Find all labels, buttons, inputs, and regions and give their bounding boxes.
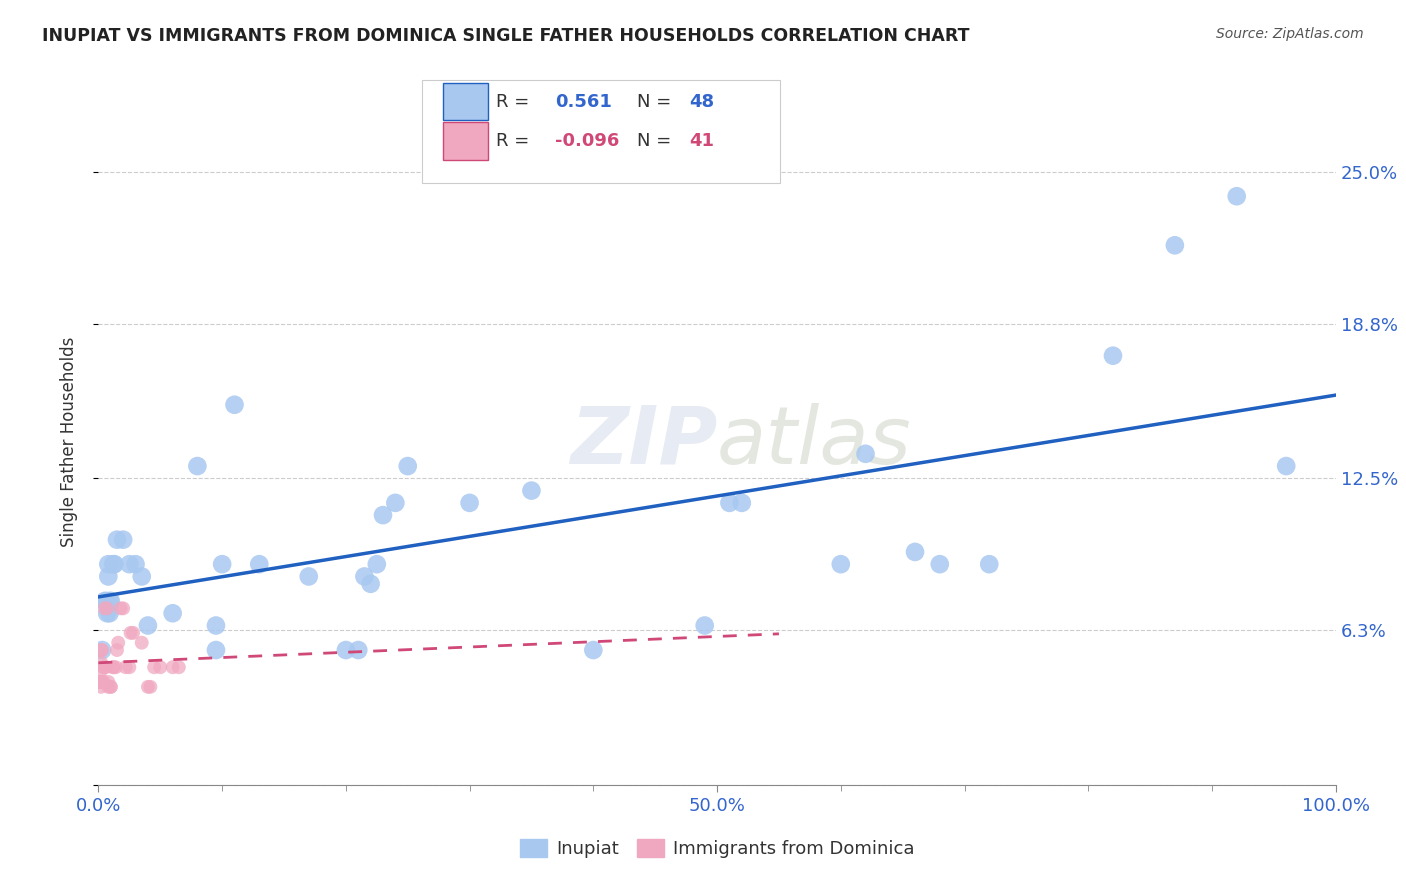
Text: N =: N =	[637, 93, 671, 111]
Point	[98, 594, 121, 608]
Point	[928, 557, 950, 572]
Point	[520, 483, 543, 498]
Point	[347, 643, 370, 657]
Point	[458, 496, 481, 510]
Point	[97, 680, 120, 694]
Point	[94, 594, 117, 608]
Text: 48: 48	[689, 93, 714, 111]
Point	[162, 607, 184, 621]
Point	[89, 674, 111, 689]
Point	[100, 680, 122, 694]
Text: INUPIAT VS IMMIGRANTS FROM DOMINICA SINGLE FATHER HOUSEHOLDS CORRELATION CHART: INUPIAT VS IMMIGRANTS FROM DOMINICA SING…	[42, 27, 970, 45]
Point	[91, 643, 114, 657]
Point	[103, 660, 125, 674]
Point	[89, 667, 111, 681]
Point	[105, 533, 128, 547]
Text: R =: R =	[496, 93, 530, 111]
Text: 41: 41	[689, 132, 714, 150]
Point	[979, 557, 1001, 572]
Point	[360, 576, 382, 591]
Point	[104, 660, 127, 674]
Point	[120, 626, 142, 640]
Point	[855, 447, 877, 461]
Point	[93, 601, 115, 615]
Point	[90, 680, 112, 694]
Point	[122, 626, 145, 640]
Point	[93, 660, 115, 674]
Point	[131, 635, 153, 649]
Point	[335, 643, 357, 657]
Text: Source: ZipAtlas.com: Source: ZipAtlas.com	[1216, 27, 1364, 41]
Point	[162, 660, 184, 674]
Point	[353, 569, 375, 583]
Point	[1226, 189, 1249, 203]
Point	[97, 569, 120, 583]
Point	[211, 557, 233, 572]
Point	[96, 601, 118, 615]
Text: atlas: atlas	[717, 402, 912, 481]
Point	[110, 601, 132, 615]
Point	[90, 643, 112, 657]
Point	[90, 674, 112, 689]
Point	[830, 557, 852, 572]
Point	[94, 660, 117, 674]
Point	[205, 643, 228, 657]
Point	[118, 660, 141, 674]
Point	[205, 618, 228, 632]
Point	[90, 655, 112, 669]
Point	[97, 674, 120, 689]
Point	[93, 660, 115, 674]
Point	[93, 594, 115, 608]
Point	[105, 643, 128, 657]
Point	[91, 674, 114, 689]
Point	[371, 508, 394, 523]
Point	[96, 607, 118, 621]
Point	[731, 496, 754, 510]
Point	[143, 660, 166, 674]
Point	[298, 569, 321, 583]
Text: -0.096: -0.096	[555, 132, 620, 150]
Point	[91, 643, 114, 657]
Point	[93, 674, 115, 689]
Point	[384, 496, 406, 510]
Point	[1275, 459, 1298, 474]
Point	[100, 594, 122, 608]
Point	[224, 398, 246, 412]
Point	[100, 680, 122, 694]
Point	[114, 660, 136, 674]
Point	[693, 618, 716, 632]
Point	[89, 674, 111, 689]
Point	[118, 557, 141, 572]
Point	[103, 557, 125, 572]
Point	[167, 660, 190, 674]
Text: R =: R =	[496, 132, 530, 150]
Point	[149, 660, 172, 674]
Point	[131, 569, 153, 583]
Text: 0.561: 0.561	[555, 93, 612, 111]
Text: ZIP: ZIP	[569, 402, 717, 481]
Legend: Inupiat, Immigrants from Dominica: Inupiat, Immigrants from Dominica	[513, 831, 921, 865]
Y-axis label: Single Father Households: Single Father Households	[59, 336, 77, 547]
Point	[139, 680, 162, 694]
Point	[136, 680, 159, 694]
Point	[396, 459, 419, 474]
Point	[718, 496, 741, 510]
Point	[103, 557, 125, 572]
Point	[103, 660, 125, 674]
Text: N =: N =	[637, 132, 671, 150]
Point	[136, 618, 159, 632]
Point	[112, 601, 135, 615]
Point	[107, 635, 129, 649]
Point	[904, 545, 927, 559]
Point	[247, 557, 270, 572]
Point	[124, 557, 146, 572]
Point	[366, 557, 388, 572]
Point	[1102, 349, 1125, 363]
Point	[582, 643, 605, 657]
Point	[1164, 238, 1187, 252]
Point	[186, 459, 208, 474]
Point	[112, 533, 135, 547]
Point	[98, 607, 121, 621]
Point	[97, 557, 120, 572]
